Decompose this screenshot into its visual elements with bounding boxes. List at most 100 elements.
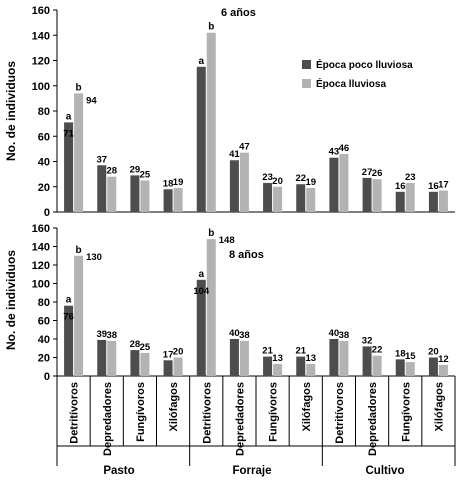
value-label: 38 [339, 330, 350, 341]
value-label: 40 [329, 328, 340, 339]
value-label: 12 [438, 354, 449, 365]
value-label: 29 [130, 164, 141, 175]
value-label: 47 [239, 142, 250, 153]
category-label: Xilófagos [301, 382, 313, 432]
bar-wet [239, 152, 249, 212]
value-label: 130 [86, 252, 102, 263]
legend-label-wet: Época lluviosa [316, 77, 386, 90]
value-label: 38 [106, 330, 117, 341]
legend: Época poco lluviosa Época lluviosa [302, 58, 413, 90]
value-label: 13 [305, 353, 316, 364]
bar-wet [339, 340, 349, 376]
value-label: 22 [372, 345, 383, 356]
category-label: Detritívoros [69, 382, 81, 444]
value-label: 39 [96, 329, 107, 340]
group-label-pasto: Pasto [103, 465, 134, 477]
bar-wet [438, 190, 448, 212]
y-tick-label: 100 [32, 279, 50, 291]
y-tick-label: 120 [32, 260, 50, 272]
bar-dry [428, 191, 438, 212]
bar-wet [140, 352, 150, 376]
bar-dry [296, 356, 306, 376]
bar-dry [196, 66, 206, 212]
category-label: Detritívoros [201, 382, 213, 444]
bar-wet [405, 182, 415, 212]
significance-label: a [66, 111, 72, 122]
value-label: 21 [295, 346, 306, 357]
bar-wet [273, 186, 283, 212]
value-label: 19 [173, 177, 184, 188]
bar-wet [107, 176, 117, 212]
value-label: 19 [305, 177, 316, 188]
bar-wet [306, 363, 316, 376]
value-label: 40 [229, 328, 240, 339]
value-label: 18 [163, 178, 174, 189]
y-tick-label: 160 [32, 223, 50, 235]
y-tick-label: 120 [32, 56, 50, 68]
value-label: 25 [140, 342, 151, 353]
value-label: 13 [272, 353, 283, 364]
category-label: Depredadores [367, 382, 379, 456]
value-label: 21 [262, 346, 273, 357]
y-tick-label: 140 [32, 242, 50, 254]
bar-dry [196, 279, 206, 376]
bar-dry [329, 339, 339, 376]
bar-wet [339, 153, 349, 212]
bar-dry [64, 122, 74, 212]
bar-dry [163, 360, 173, 376]
value-label: 28 [130, 339, 141, 350]
bar-dry [229, 160, 239, 212]
panel-title: 8 años [229, 249, 264, 261]
bar-wet [74, 255, 84, 376]
value-label: 20 [173, 347, 184, 358]
value-label: 26 [372, 168, 383, 179]
bar-wet [206, 239, 216, 376]
bar-dry [97, 165, 107, 212]
bar-wet [372, 179, 382, 212]
significance-label: b [76, 82, 82, 93]
y-tick-label: 160 [32, 5, 50, 17]
bar-dry [329, 157, 339, 212]
bar-wet [74, 93, 84, 212]
category-label: Fungívoros [135, 382, 147, 442]
category-axis: Detritívoros Depredadores Fungívoros Xilófa… [56, 376, 456, 466]
bar-dry [395, 359, 405, 376]
category-label: Detritívoros [334, 382, 346, 444]
value-label: 22 [295, 173, 306, 184]
bar-wet [273, 363, 283, 376]
value-label: 16 [428, 181, 439, 192]
significance-label: a [66, 295, 72, 306]
bar-dry [229, 339, 239, 376]
bar-dry [395, 191, 405, 212]
value-label: 20 [428, 347, 439, 358]
value-label: 41 [229, 149, 240, 160]
value-label: 16 [395, 181, 406, 192]
bar-wet [239, 340, 249, 376]
significance-label: b [208, 228, 214, 239]
y-tick-label: 20 [38, 182, 50, 194]
bar-dry [163, 189, 173, 212]
value-label: 38 [239, 330, 250, 341]
y-tick-label: 60 [38, 131, 50, 143]
value-label: 76 [63, 312, 74, 323]
bar-dry [97, 339, 107, 376]
category-label: Fungívoros [400, 382, 412, 442]
value-label: 43 [329, 147, 340, 158]
value-label: 32 [362, 335, 373, 346]
bar-wet [107, 340, 117, 376]
group-label-forraje: Forraje [233, 465, 272, 477]
bar-dry [130, 175, 140, 212]
value-label: 71 [63, 128, 74, 139]
value-label: 94 [86, 95, 97, 106]
value-label: 37 [96, 154, 107, 165]
value-label: 23 [405, 172, 416, 183]
legend-swatch-dry [302, 60, 311, 69]
y-tick-label: 0 [44, 207, 50, 219]
category-label: Fungívoros [268, 382, 280, 442]
bar-wet [173, 357, 183, 376]
value-label: 23 [262, 172, 273, 183]
y-tick-label: 40 [38, 157, 50, 169]
y-tick-label: 40 [38, 334, 50, 346]
category-label: Depredadores [102, 382, 114, 456]
